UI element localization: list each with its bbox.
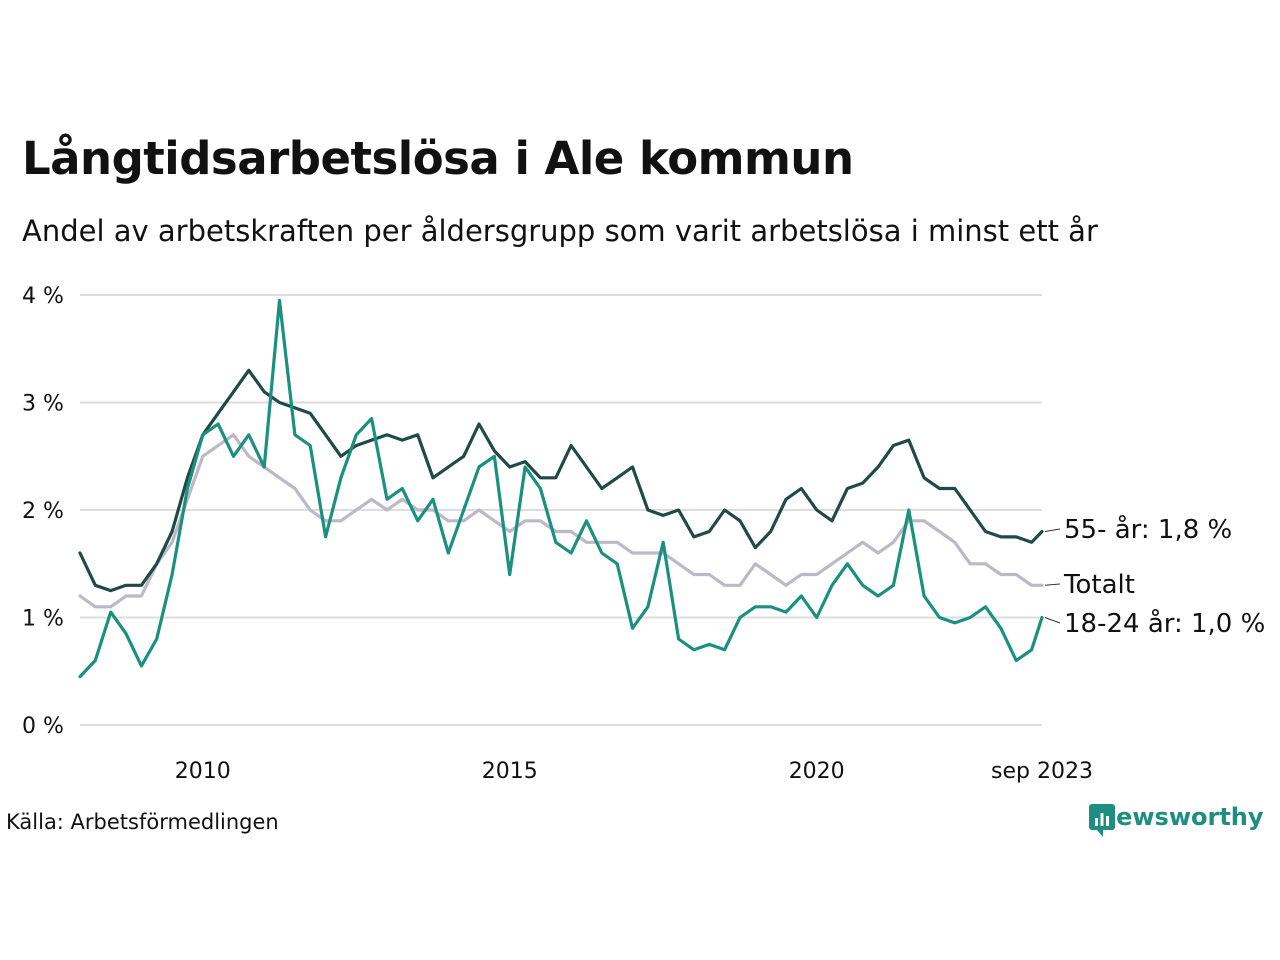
y-tick-label: 2 % xyxy=(22,499,64,524)
y-tick-label: 1 % xyxy=(22,607,64,632)
y-tick-label: 3 % xyxy=(22,392,64,417)
end-label-connector xyxy=(1044,528,1061,532)
series-line-totalt xyxy=(78,433,1044,609)
y-tick-label: 0 % xyxy=(22,714,64,739)
x-tick-label: 2015 xyxy=(482,759,538,784)
y-tick-label: 4 % xyxy=(22,284,64,309)
end-label-connector xyxy=(1044,617,1061,624)
brand-name: Newsworthy xyxy=(1096,803,1264,831)
x-tick-label: 2020 xyxy=(789,759,845,784)
x-tick-label: sep 2023 xyxy=(991,759,1093,784)
end-label-connector xyxy=(1044,583,1061,586)
chart-title: Långtidsarbetslösa i Ale kommun xyxy=(22,132,854,185)
newsworthy-logo-icon xyxy=(1089,804,1115,837)
end-label-55-r: 55- år: 1,8 % xyxy=(1064,514,1232,545)
brand-logo: Newsworthy xyxy=(1088,803,1264,837)
chart-subtitle: Andel av arbetskraften per åldersgrupp s… xyxy=(22,214,1098,248)
series-line-55-r xyxy=(78,368,1044,593)
x-tick-label: 2010 xyxy=(175,759,231,784)
end-label-18-24-r: 18-24 år: 1,0 % xyxy=(1064,608,1265,639)
source-note: Källa: Arbetsförmedlingen xyxy=(6,810,279,834)
end-label-totalt: Totalt xyxy=(1063,570,1135,600)
series-line-18-24-r xyxy=(78,298,1044,679)
